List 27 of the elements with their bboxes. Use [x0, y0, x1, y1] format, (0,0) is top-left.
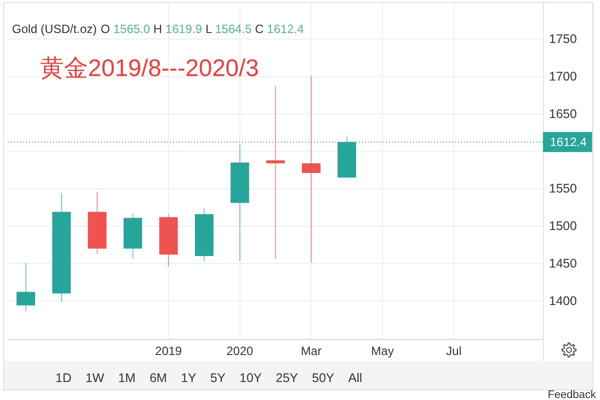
text: 1Y	[180, 371, 197, 385]
text: Gold (USD/t.oz)	[12, 22, 97, 36]
x-tick-label: Jul	[446, 344, 462, 358]
x-tick-label: May	[371, 344, 394, 358]
y-tick-label: 1500	[549, 219, 577, 234]
text: All	[348, 371, 362, 385]
x-tick-label: 2019	[155, 344, 182, 358]
text: 10Y	[240, 371, 262, 385]
y-tick-label: 1650	[549, 106, 577, 121]
x-tick-label: 2020	[226, 344, 254, 358]
text: 5Y	[210, 371, 226, 385]
ref-line-label: 1612.4	[550, 135, 588, 150]
x-tick-label: Mar	[300, 344, 322, 358]
text: Feedback	[548, 389, 596, 400]
text: 1D	[56, 371, 72, 385]
text: O 1565.0 H 1619.9 L 1564.5 C 1612.4	[100, 22, 304, 36]
y-tick-label: 1750	[549, 32, 577, 46]
y-tick-label: 1550	[549, 182, 577, 196]
text: 50Y	[312, 371, 335, 385]
text: 1W	[85, 371, 104, 385]
text: 25Y	[276, 371, 299, 385]
text: 1M	[118, 371, 136, 385]
y-tick-label: 1400	[549, 294, 577, 308]
y-tick-label: 1700	[549, 70, 577, 84]
annotation: 黄金2019/8---2020/3	[40, 55, 259, 82]
y-tick-label: 1450	[549, 256, 577, 270]
text: 6M	[150, 371, 167, 385]
